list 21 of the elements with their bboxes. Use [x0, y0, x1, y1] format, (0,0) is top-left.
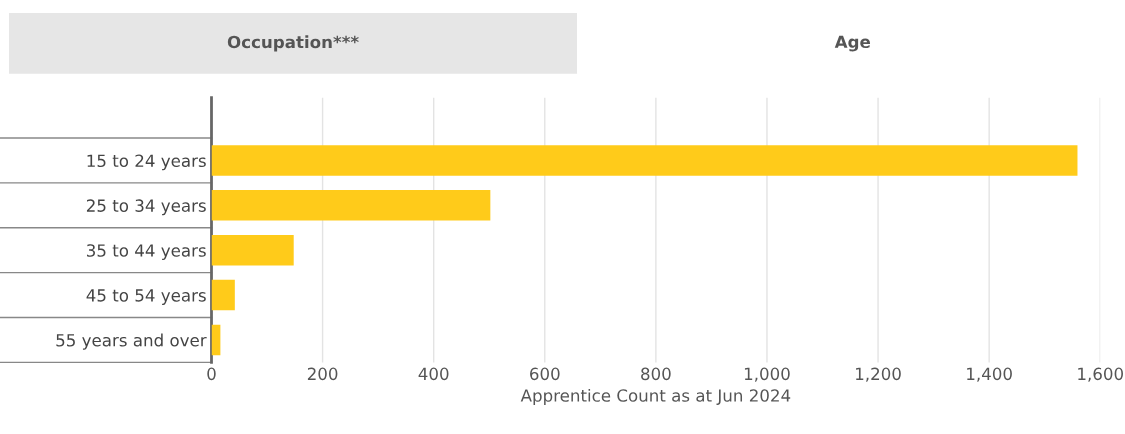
- x-tick-label: 800: [641, 367, 671, 381]
- x-tick-label: 200: [307, 367, 338, 381]
- x-tick-label: 1,000: [744, 367, 790, 382]
- x-tick-label: 1,200: [856, 367, 901, 382]
- bar: [211, 279, 235, 311]
- y-tick-label: 25 to 34 years: [86, 199, 206, 216]
- y-tick-label: 15 to 24 years: [87, 154, 206, 171]
- x-tick-label: 600: [530, 367, 560, 381]
- x-tick-label: 1,400: [967, 367, 1012, 382]
- bar: [211, 145, 1078, 176]
- text: Age: [834, 35, 871, 52]
- y-tick-label: 55 years and over: [56, 333, 207, 350]
- y-tick-label: 45 to 54 years: [86, 289, 206, 305]
- x-tick-label: 400: [418, 367, 449, 381]
- x-axis-title: Apprentice Count as at Jun 2024: [520, 388, 791, 406]
- x-tick-label: 1,600: [1078, 367, 1123, 382]
- bar: [211, 234, 294, 266]
- text: Occupation***: [227, 35, 359, 52]
- y-tick-label: 35 to 44 years: [87, 244, 206, 261]
- x-tick-label: 0: [207, 367, 216, 381]
- bar: [211, 190, 491, 221]
